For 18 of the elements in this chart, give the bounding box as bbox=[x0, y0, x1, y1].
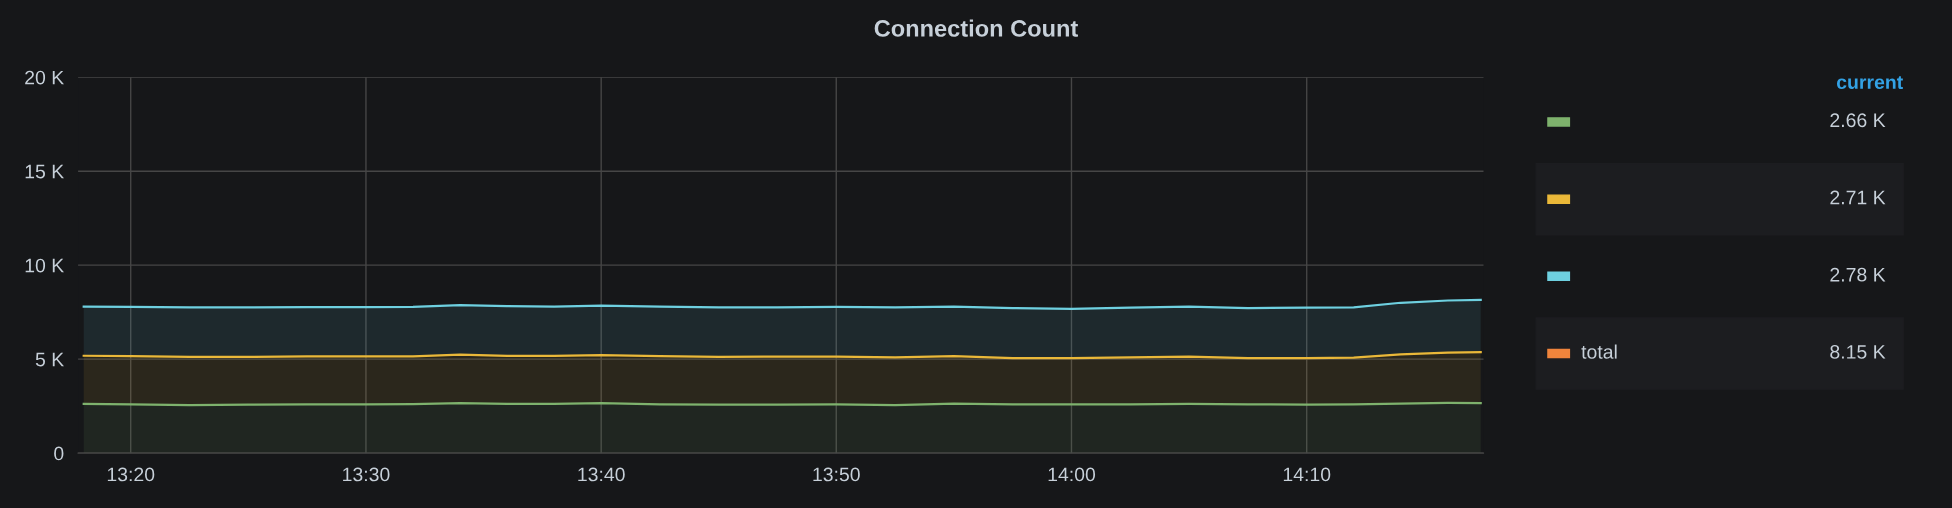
legend-title: current bbox=[1836, 76, 1903, 90]
y-tick-label: 15 K bbox=[25, 164, 64, 179]
text: 2.71 K bbox=[1830, 190, 1886, 205]
x-tick-label: 13:30 bbox=[343, 467, 390, 482]
x-tick-label: 13:40 bbox=[578, 467, 625, 482]
text: 2.78 K bbox=[1830, 267, 1886, 282]
y-tick-label: 10 K bbox=[25, 258, 64, 273]
y-tick-label: 0 bbox=[54, 446, 64, 461]
x-tick-label: 14:10 bbox=[1283, 467, 1331, 482]
chart-title: Connection Count bbox=[874, 19, 1079, 37]
x-tick-label: 14:00 bbox=[1048, 467, 1096, 482]
text: 2.66 K bbox=[1830, 113, 1886, 128]
y-tick-label: 5 K bbox=[35, 352, 64, 367]
x-tick-label: 13:50 bbox=[813, 467, 860, 482]
text: 8.15 K bbox=[1830, 345, 1886, 359]
legend-label: total bbox=[1581, 344, 1617, 359]
x-tick-label: 13:20 bbox=[107, 467, 155, 482]
y-tick-label: 20 K bbox=[25, 70, 64, 85]
